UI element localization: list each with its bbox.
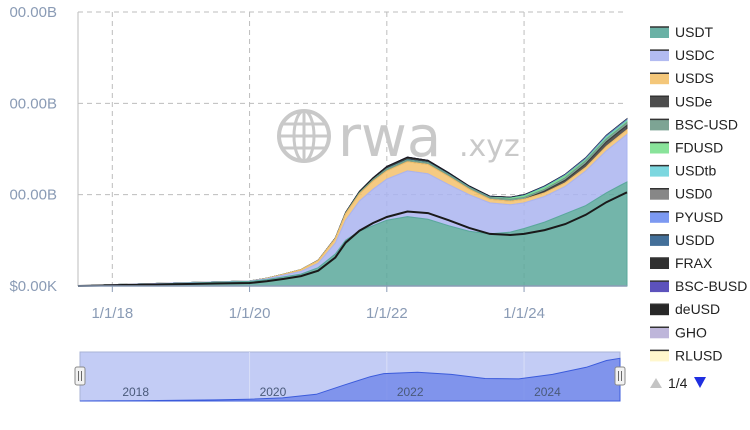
legend-item-deusd[interactable]: deUSD	[650, 301, 720, 317]
legend-label: USDT	[675, 24, 714, 40]
legend-swatch	[650, 211, 669, 223]
y-tick-label: 00.00B	[9, 95, 57, 112]
navigator-year-label: 2020	[260, 385, 287, 399]
watermark-brand: rwa	[338, 105, 441, 170]
legend-item-bsc-busd[interactable]: BSC-BUSD	[650, 278, 747, 294]
legend-item-usdc[interactable]: USDC	[650, 47, 715, 63]
legend-item-bsc-usd[interactable]: BSC-USD	[650, 116, 738, 132]
legend-swatch	[650, 96, 669, 108]
x-tick-label: 1/1/24	[503, 305, 545, 322]
rwa-watermark: rwa .xyz	[277, 105, 520, 170]
navigator-year-label: 2022	[397, 385, 424, 399]
legend-label: USDS	[675, 70, 714, 86]
navigator-series-area	[79, 357, 621, 402]
legend-item-usds[interactable]: USDS	[650, 70, 714, 86]
legend: USDT USDC USDS USDe BSC-USD FDUSD USDtb USD0 PYU…	[650, 24, 747, 363]
y-tick-label: 00.00B	[9, 4, 57, 21]
legend-swatch	[650, 350, 669, 362]
x-tick-label: 1/1/18	[91, 305, 133, 322]
pager-up-icon[interactable]	[650, 378, 662, 388]
legend-swatch	[650, 327, 669, 339]
legend-swatch	[650, 281, 669, 293]
legend-label: PYUSD	[675, 209, 723, 225]
legend-swatch	[650, 50, 669, 62]
navigator-right-handle[interactable]	[614, 366, 626, 386]
legend-label: USDe	[675, 93, 713, 109]
legend-label: USD0	[675, 186, 713, 202]
axes: $0.00K 00.00B 00.00B 00.00B 1/1/18 1/1/20 1/1/…	[9, 4, 627, 322]
navigator-year-label: 2018	[122, 385, 149, 399]
legend-label: USDD	[675, 232, 715, 248]
range-navigator[interactable]: 2018 2020 2022 2024	[74, 351, 626, 402]
legend-label: deUSD	[675, 301, 720, 317]
legend-swatch	[650, 304, 669, 316]
legend-item-gho[interactable]: GHO	[650, 324, 707, 340]
globe-icon	[277, 109, 331, 163]
navigator-year-label: 2024	[534, 385, 561, 399]
legend-item-frax[interactable]: FRAX	[650, 255, 713, 271]
navigator-left-handle[interactable]	[74, 366, 86, 386]
legend-pager[interactable]: 1/4	[650, 375, 706, 391]
legend-swatch	[650, 258, 669, 269]
legend-swatch	[650, 188, 669, 200]
legend-label: USDC	[675, 47, 715, 63]
area-series-layer	[77, 117, 628, 287]
legend-label: BSC-USD	[675, 116, 738, 132]
watermark-suffix: .xyz	[459, 129, 520, 164]
legend-item-usde[interactable]: USDe	[650, 93, 713, 109]
legend-swatch	[650, 73, 669, 85]
legend-item-rlusd[interactable]: RLUSD	[650, 347, 722, 363]
x-tick-label: 1/1/22	[366, 305, 408, 322]
legend-item-usdd[interactable]: USDD	[650, 232, 715, 248]
legend-swatch	[650, 234, 669, 246]
legend-item-usd0[interactable]: USD0	[650, 186, 713, 202]
pager-down-icon[interactable]	[694, 377, 706, 388]
legend-swatch	[650, 27, 669, 38]
legend-swatch	[650, 119, 669, 131]
y-tick-label: 00.00B	[9, 187, 57, 204]
legend-item-usdt[interactable]: USDT	[650, 24, 714, 40]
legend-item-usdtb[interactable]: USDtb	[650, 163, 716, 179]
legend-label: FDUSD	[675, 140, 723, 156]
legend-label: USDtb	[675, 163, 716, 179]
x-tick-label: 1/1/20	[229, 305, 271, 322]
legend-label: BSC-BUSD	[675, 278, 747, 294]
legend-swatch	[650, 165, 669, 177]
legend-item-pyusd[interactable]: PYUSD	[650, 209, 723, 225]
pager-label: 1/4	[668, 375, 688, 391]
legend-label: RLUSD	[675, 347, 722, 363]
legend-label: FRAX	[675, 255, 713, 271]
line-frax	[77, 191, 628, 287]
legend-item-fdusd[interactable]: FDUSD	[650, 140, 723, 156]
legend-swatch	[650, 142, 669, 154]
y-tick-label: $0.00K	[9, 278, 57, 295]
legend-label: GHO	[675, 324, 707, 340]
grid	[77, 11, 627, 286]
